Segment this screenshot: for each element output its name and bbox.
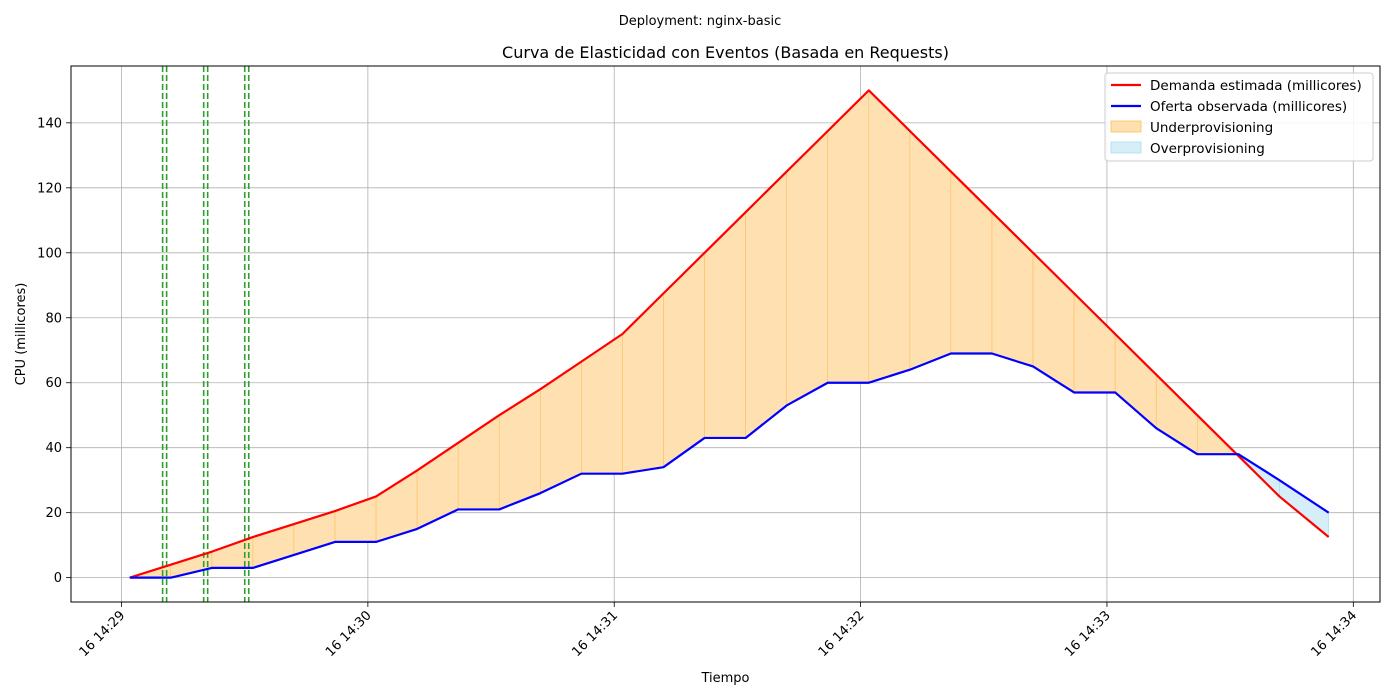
legend-swatch-area bbox=[1110, 141, 1142, 154]
underprovisioning-area bbox=[868, 89, 911, 384]
supply-line bbox=[129, 352, 1330, 579]
x-tick-label: 16 14:29 bbox=[77, 608, 129, 660]
chart-title: Curva de Elasticidad con Eventos (Basada… bbox=[502, 43, 949, 62]
underprovisioning-area bbox=[827, 89, 870, 384]
demand-line bbox=[129, 89, 1330, 579]
underprovisioning-area bbox=[663, 252, 705, 468]
y-tick-label: 0 bbox=[54, 571, 62, 586]
underprovisioning-area bbox=[581, 333, 623, 474]
x-tick-label: 16 14:30 bbox=[323, 608, 375, 660]
underprovisioning-area bbox=[950, 170, 993, 354]
x-axis-ticks: 16 14:29 16 14:30 16 14:31 16 14:32 16 14:33… bbox=[77, 602, 1360, 660]
legend-label: Oferta observada (millicores) bbox=[1150, 99, 1347, 115]
event-lines bbox=[161, 66, 250, 602]
y-tick-label: 120 bbox=[37, 181, 62, 196]
y-axis-ticks: 0 20 40 60 80 100 120 140 bbox=[37, 116, 71, 586]
x-tick-label: 16 14:32 bbox=[816, 608, 868, 660]
x-tick-label: 16 14:31 bbox=[569, 608, 621, 660]
underprovisioning-area bbox=[786, 130, 829, 406]
legend-label: Demanda estimada (millicores) bbox=[1150, 78, 1362, 94]
underprovisioning-area bbox=[498, 388, 541, 510]
y-tick-label: 40 bbox=[45, 441, 62, 456]
chart-suptitle: Deployment: nginx-basic bbox=[619, 14, 782, 29]
underprovisioning-area bbox=[1073, 292, 1116, 393]
underprovisioning-area bbox=[745, 170, 787, 439]
y-tick-label: 20 bbox=[45, 506, 62, 521]
legend: Demanda estimada (millicores) Oferta obse… bbox=[1104, 72, 1374, 162]
y-tick-label: 80 bbox=[45, 311, 62, 326]
fill-areas bbox=[129, 89, 1329, 579]
y-tick-label: 140 bbox=[37, 116, 62, 131]
y-axis-label: CPU (millicores) bbox=[14, 283, 29, 386]
plot-frame bbox=[70, 65, 1381, 603]
series-lines bbox=[129, 89, 1330, 579]
underprovisioning-area bbox=[1114, 333, 1157, 429]
legend-label: Underprovisioning bbox=[1150, 120, 1273, 136]
underprovisioning-area bbox=[622, 292, 664, 475]
x-tick-label: 16 14:33 bbox=[1062, 608, 1114, 660]
x-tick-label: 16 14:34 bbox=[1308, 608, 1360, 660]
underprovisioning-area bbox=[540, 361, 582, 494]
x-axis-label: Tiempo bbox=[700, 671, 749, 686]
underprovisioning-area bbox=[211, 536, 254, 569]
y-tick-label: 60 bbox=[45, 376, 62, 391]
legend-label: Overprovisioning bbox=[1150, 141, 1265, 157]
legend-swatch-area bbox=[1110, 120, 1142, 133]
underprovisioning-area bbox=[991, 211, 1034, 367]
y-tick-label: 100 bbox=[37, 246, 62, 261]
legend-box bbox=[1104, 72, 1374, 162]
